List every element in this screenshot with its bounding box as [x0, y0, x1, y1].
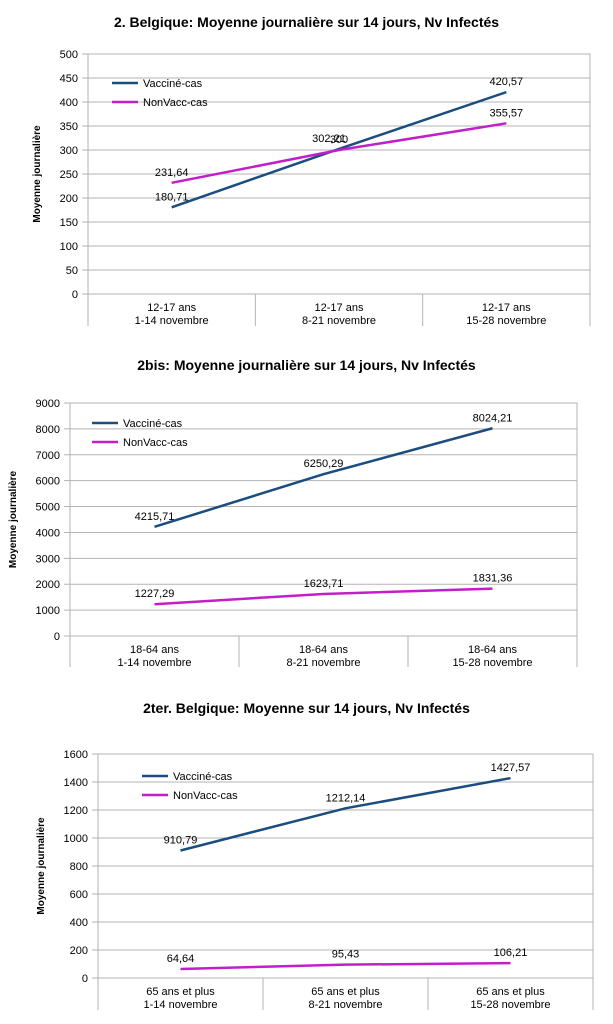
x-tick-label: 12-17 ans [147, 302, 196, 314]
data-label: 180,71 [155, 191, 189, 203]
y-tick-label: 8000 [36, 424, 60, 436]
data-label: 1831,36 [473, 573, 513, 585]
y-tick-label: 400 [60, 97, 78, 109]
data-label: 910,79 [164, 834, 198, 846]
y-tick-label: 450 [60, 73, 78, 85]
series-line-nonvacc [180, 961, 511, 971]
y-tick-label: 1000 [36, 605, 60, 617]
y-axis-label: Moyenne journalière [36, 817, 47, 915]
data-label: 4215,71 [135, 511, 175, 523]
x-tick-label: 15-28 novembre [466, 315, 546, 327]
x-tick-label: 8-21 novembre [309, 999, 383, 1011]
data-label: 1427,57 [491, 762, 531, 774]
y-tick-label: 4000 [36, 527, 60, 539]
y-tick-label: 5000 [36, 502, 60, 514]
legend-label: NonVacc-cas [123, 437, 188, 449]
y-tick-label: 1600 [64, 749, 88, 761]
y-tick-label: 9000 [36, 398, 60, 410]
x-tick-label: 15-28 novembre [452, 657, 532, 669]
y-axis-label: Moyenne journalière [32, 125, 43, 223]
x-tick-label: 18-64 ans [468, 644, 517, 656]
x-tick-label: 12-17 ans [315, 302, 364, 314]
legend-label: NonVacc-cas [143, 97, 208, 109]
x-tick-label: 65 ans et plus [311, 986, 380, 998]
x-tick-label: 1-14 novembre [144, 999, 218, 1011]
y-tick-label: 0 [72, 289, 78, 301]
chart-2-plot: 0 1000 2000 3000 4000 5000 6000 7000 8000 9000 18-… [8, 398, 578, 669]
y-tick-label: 2000 [36, 579, 60, 591]
y-tick-label: 200 [70, 945, 88, 957]
series-line-vaccine [154, 427, 493, 529]
y-tick-label: 0 [82, 973, 88, 985]
y-tick-label: 0 [54, 631, 60, 643]
x-tick-label: 8-21 novembre [287, 657, 361, 669]
data-label: 6250,29 [304, 458, 344, 470]
series-line-vaccine [180, 776, 511, 852]
data-label: 1623,71 [304, 578, 344, 590]
y-tick-label: 150 [60, 217, 78, 229]
chart-1: 2. Belgique: Moyenne journalière sur 14 … [0, 0, 613, 340]
y-tick-label: 6000 [36, 476, 60, 488]
data-label: 8024,21 [473, 412, 513, 424]
x-tick-label: 18-64 ans [299, 644, 348, 656]
y-tick-label: 250 [60, 169, 78, 181]
legend-label: Vacciné-cas [123, 418, 183, 430]
series-line-nonvacc [154, 587, 493, 606]
y-tick-label: 800 [70, 861, 88, 873]
x-tick-label: 1-14 novembre [135, 315, 209, 327]
x-tick-label: 8-21 novembre [302, 315, 376, 327]
y-axis-label: Moyenne journalière [8, 470, 19, 568]
x-tick-label: 18-64 ans [130, 644, 179, 656]
data-label: 300 [330, 134, 348, 146]
y-tick-label: 500 [60, 49, 78, 61]
data-label: 95,43 [332, 949, 360, 961]
y-tick-label: 200 [60, 193, 78, 205]
y-tick-label: 7000 [36, 450, 60, 462]
x-tick-label: 65 ans et plus [476, 986, 545, 998]
data-label: 106,21 [494, 947, 528, 959]
data-label: 1212,14 [326, 792, 366, 804]
y-tick-label: 300 [60, 145, 78, 157]
chart-title: 2. Belgique: Moyenne journalière sur 14 … [113, 14, 500, 30]
y-tick-label: 1200 [64, 805, 88, 817]
legend-label: NonVacc-cas [173, 790, 238, 802]
x-tick-label: 1-14 novembre [118, 657, 192, 669]
y-tick-label: 400 [70, 917, 88, 929]
y-tick-label: 600 [70, 889, 88, 901]
data-label: 1227,29 [135, 588, 175, 600]
data-label: 302,21 [312, 133, 346, 145]
data-label: 231,64 [155, 167, 189, 179]
y-tick-label: 3000 [36, 553, 60, 565]
chart-3-plot: 0 200 400 600 800 1000 1200 1400 1600 65 ans et p… [36, 749, 594, 1011]
series-line-nonvacc [171, 122, 507, 185]
data-label: 64,64 [167, 953, 195, 965]
chart-title: 2bis: Moyenne journalière sur 14 jours, … [137, 357, 476, 373]
legend-label: Vacciné-cas [173, 771, 233, 783]
x-tick-label: 15-28 novembre [470, 999, 550, 1011]
x-tick-label: 12-17 ans [482, 302, 531, 314]
chart-2: 2bis: Moyenne journalière sur 14 jours, … [0, 345, 613, 685]
y-tick-label: 350 [60, 121, 78, 133]
y-tick-label: 100 [60, 241, 78, 253]
legend-label: Vacciné-cas [143, 78, 203, 90]
y-tick-label: 1400 [64, 777, 88, 789]
chart-title: 2ter. Belgique: Moyenne sur 14 jours, Nv… [143, 700, 470, 716]
data-label: 355,57 [490, 107, 524, 119]
data-label: 420,57 [490, 76, 524, 88]
y-tick-label: 1000 [64, 833, 88, 845]
x-tick-label: 65 ans et plus [146, 986, 215, 998]
y-tick-label: 50 [66, 265, 78, 277]
chart-3: 2ter. Belgique: Moyenne sur 14 jours, Nv… [0, 690, 613, 1024]
